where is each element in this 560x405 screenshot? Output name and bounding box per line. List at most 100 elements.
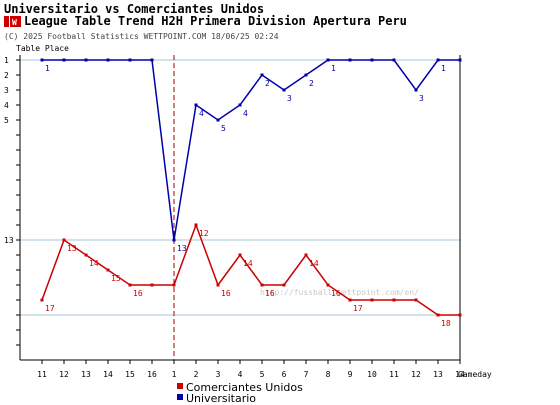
chart-title: Universitario vs Comerciantes Unidos bbox=[4, 2, 264, 16]
data-label: 16 bbox=[331, 289, 341, 298]
data-point bbox=[216, 118, 220, 122]
data-label: 14 bbox=[309, 259, 319, 268]
data-point bbox=[172, 283, 176, 287]
data-point bbox=[84, 58, 88, 62]
data-point bbox=[260, 73, 264, 77]
data-point bbox=[304, 253, 308, 257]
legend-swatch-comerciantes bbox=[177, 383, 183, 389]
data-point bbox=[106, 268, 110, 272]
y-tick-label: 5 bbox=[4, 116, 9, 125]
data-point bbox=[238, 103, 242, 107]
data-label: 17 bbox=[45, 304, 55, 313]
data-point bbox=[172, 238, 176, 242]
data-label: 3 bbox=[419, 94, 424, 103]
y-ticks: 1 2 3 4 5 13 bbox=[4, 56, 20, 346]
data-label: 1 bbox=[331, 64, 336, 73]
badge-glyph: W bbox=[12, 18, 17, 27]
data-label: 2 bbox=[309, 79, 314, 88]
data-point bbox=[84, 253, 88, 257]
data-label: 13 bbox=[177, 244, 187, 253]
data-point bbox=[40, 298, 44, 302]
y-tick-label: 4 bbox=[4, 101, 9, 110]
y-tick-label: 2 bbox=[4, 71, 9, 80]
data-point bbox=[128, 283, 132, 287]
data-label: 18 bbox=[441, 319, 451, 328]
data-label: 2 bbox=[265, 79, 270, 88]
data-label: 12 bbox=[199, 229, 209, 238]
x-tick-label: 12 bbox=[59, 370, 69, 379]
data-point bbox=[414, 88, 418, 92]
data-label: 4 bbox=[199, 109, 204, 118]
data-label: 16 bbox=[133, 289, 143, 298]
x-tick-label: 10 bbox=[367, 370, 377, 379]
x-axis-title: Gameday bbox=[458, 370, 492, 379]
series-line bbox=[41, 222, 460, 316]
legend: Comerciantes Unidos Universitario bbox=[177, 381, 303, 405]
data-point bbox=[40, 58, 44, 62]
badge-icon bbox=[10, 16, 21, 27]
y-axis-title: Table Place bbox=[16, 44, 69, 53]
data-point bbox=[370, 58, 374, 62]
x-tick-label: 2 bbox=[194, 370, 199, 379]
legend-label-comerciantes: Comerciantes Unidos bbox=[186, 381, 303, 394]
x-tick-label: 9 bbox=[348, 370, 353, 379]
x-tick-label: 5 bbox=[260, 370, 265, 379]
x-tick-label: 1 bbox=[172, 370, 177, 379]
data-point bbox=[392, 58, 396, 62]
legend-swatch-universitario bbox=[177, 394, 183, 400]
y-tick-label: 1 bbox=[4, 56, 9, 65]
x-tick-label: 8 bbox=[326, 370, 331, 379]
data-point bbox=[260, 283, 264, 287]
data-label: 13 bbox=[67, 244, 77, 253]
data-point bbox=[348, 298, 352, 302]
x-tick-label: 12 bbox=[411, 370, 421, 379]
axes bbox=[19, 55, 461, 361]
data-label: 16 bbox=[221, 289, 231, 298]
x-ticks: 11 12 13 14 15 16 1 2 3 4 5 6 7 8 9 10 11 12 13 14 bbox=[37, 360, 465, 379]
x-tick-label: 16 bbox=[147, 370, 157, 379]
series-line bbox=[42, 59, 460, 241]
copyright-text: (C) 2025 Football Statistics WETTPOINT.C… bbox=[4, 32, 279, 41]
data-label: 5 bbox=[221, 124, 226, 133]
data-label: 1 bbox=[45, 64, 50, 73]
data-label: 3 bbox=[287, 94, 292, 103]
x-tick-label: 13 bbox=[81, 370, 91, 379]
x-tick-label: 14 bbox=[103, 370, 113, 379]
data-point bbox=[392, 298, 396, 302]
data-point bbox=[194, 103, 198, 107]
x-tick-label: 15 bbox=[125, 370, 135, 379]
red-bar-icon bbox=[4, 16, 9, 27]
x-tick-label: 13 bbox=[433, 370, 443, 379]
data-point bbox=[436, 58, 440, 62]
data-point bbox=[458, 313, 462, 317]
data-point bbox=[150, 283, 154, 287]
data-label: 14 bbox=[89, 259, 99, 268]
data-point bbox=[326, 283, 330, 287]
x-tick-label: 14 bbox=[455, 370, 465, 379]
x-tick-label: 7 bbox=[304, 370, 309, 379]
data-point bbox=[150, 58, 154, 62]
data-point bbox=[128, 58, 132, 62]
y-tick-label: 3 bbox=[4, 86, 9, 95]
grid-lines bbox=[20, 59, 460, 316]
data-point bbox=[216, 283, 220, 287]
data-point bbox=[458, 58, 462, 62]
data-point bbox=[238, 253, 242, 257]
data-point bbox=[370, 298, 374, 302]
x-tick-label: 11 bbox=[37, 370, 47, 379]
x-tick-label: 4 bbox=[238, 370, 243, 379]
data-label: 15 bbox=[111, 274, 121, 283]
data-point bbox=[282, 88, 286, 92]
data-point bbox=[194, 223, 198, 227]
x-tick-label: 11 bbox=[389, 370, 399, 379]
data-point bbox=[62, 238, 66, 242]
chart-subtitle: League Table Trend H2H Primera Division … bbox=[24, 14, 407, 28]
y-tick-label: 13 bbox=[4, 236, 14, 245]
data-point bbox=[348, 58, 352, 62]
data-point bbox=[62, 58, 66, 62]
data-label: 1 bbox=[441, 64, 446, 73]
data-label: 4 bbox=[243, 109, 248, 118]
data-label: 16 bbox=[265, 289, 275, 298]
